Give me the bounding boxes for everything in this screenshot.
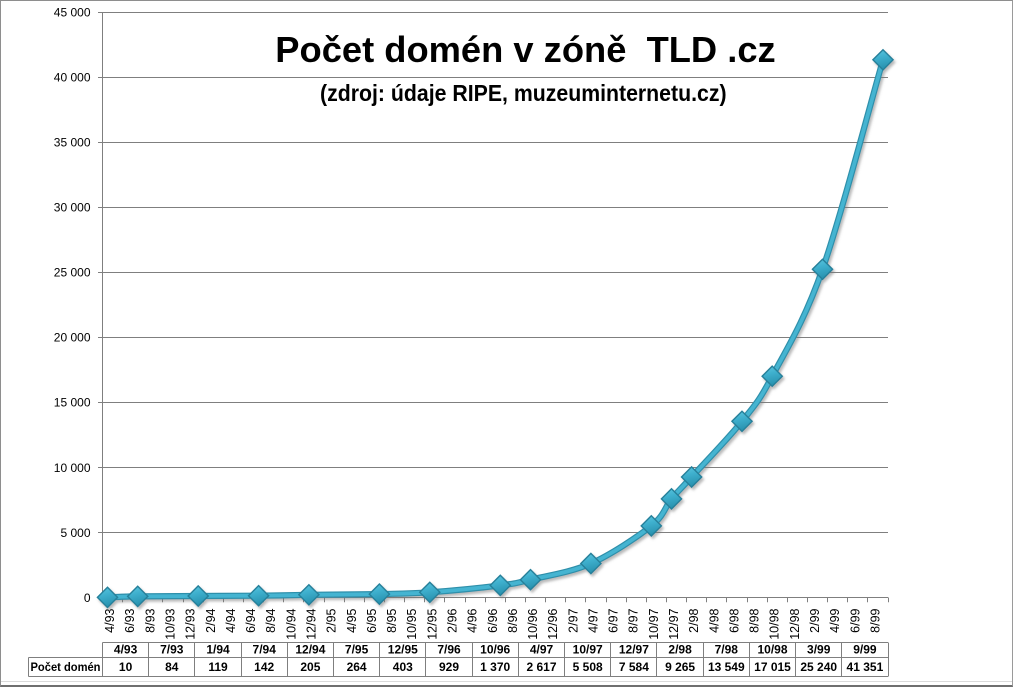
svg-text:2/99: 2/99 (808, 608, 822, 632)
svg-text:6/96: 6/96 (486, 608, 500, 632)
svg-text:10/96: 10/96 (526, 608, 540, 639)
svg-text:9 265: 9 265 (665, 660, 695, 674)
svg-text:119: 119 (208, 660, 228, 674)
svg-text:12/93: 12/93 (184, 608, 198, 639)
svg-text:3/99: 3/99 (807, 643, 831, 657)
svg-text:10/97: 10/97 (647, 608, 661, 639)
svg-text:9/99: 9/99 (853, 643, 877, 657)
svg-text:929: 929 (439, 660, 459, 674)
svg-text:4/99: 4/99 (828, 608, 842, 632)
svg-text:84: 84 (165, 660, 179, 674)
svg-text:4/96: 4/96 (466, 608, 480, 632)
svg-text:7/96: 7/96 (437, 643, 461, 657)
svg-text:15 000: 15 000 (54, 396, 91, 410)
svg-text:7/98: 7/98 (715, 643, 739, 657)
svg-text:1 370: 1 370 (480, 660, 510, 674)
svg-text:6/98: 6/98 (727, 608, 741, 632)
svg-text:0: 0 (84, 591, 91, 605)
svg-text:41 351: 41 351 (847, 660, 884, 674)
svg-text:12/95: 12/95 (425, 608, 439, 639)
svg-text:12/98: 12/98 (788, 608, 802, 639)
svg-text:Počet domén: Počet domén (31, 660, 101, 674)
svg-text:13 549: 13 549 (708, 660, 745, 674)
svg-text:10/97: 10/97 (573, 643, 603, 657)
svg-text:Počet domén v zóně TLD .cz: Počet domén v zóně TLD .cz (275, 29, 775, 70)
svg-text:8/95: 8/95 (385, 608, 399, 632)
svg-text:40 000: 40 000 (54, 71, 91, 85)
svg-text:2/96: 2/96 (446, 608, 460, 632)
svg-text:8/99: 8/99 (868, 608, 882, 632)
svg-text:10 000: 10 000 (54, 461, 91, 475)
svg-text:4/97: 4/97 (587, 608, 601, 632)
svg-text:7/93: 7/93 (160, 643, 184, 657)
svg-text:8/94: 8/94 (264, 608, 278, 632)
svg-text:20 000: 20 000 (54, 331, 91, 345)
svg-text:8/93: 8/93 (143, 608, 157, 632)
svg-text:12/97: 12/97 (667, 608, 681, 639)
svg-text:7/94: 7/94 (253, 643, 277, 657)
svg-text:142: 142 (254, 660, 274, 674)
svg-text:2/98: 2/98 (668, 643, 692, 657)
svg-text:10: 10 (119, 660, 133, 674)
svg-text:5 508: 5 508 (573, 660, 603, 674)
svg-text:10/94: 10/94 (284, 608, 298, 639)
svg-text:7 584: 7 584 (619, 660, 649, 674)
svg-text:6/99: 6/99 (848, 608, 862, 632)
svg-text:7/95: 7/95 (345, 643, 369, 657)
svg-text:4/93: 4/93 (114, 643, 138, 657)
svg-text:10/98: 10/98 (757, 643, 787, 657)
svg-text:6/94: 6/94 (244, 608, 258, 632)
svg-text:(zdroj: údaje RIPE, muzeuminte: (zdroj: údaje RIPE, muzeuminternetu.cz) (320, 80, 727, 106)
svg-text:30 000: 30 000 (54, 201, 91, 215)
svg-text:25 000: 25 000 (54, 266, 91, 280)
svg-text:10/96: 10/96 (480, 643, 510, 657)
svg-text:17 015: 17 015 (754, 660, 791, 674)
svg-text:45 000: 45 000 (54, 6, 91, 20)
svg-text:4/94: 4/94 (224, 608, 238, 632)
svg-text:6/97: 6/97 (607, 608, 621, 632)
svg-text:4/97: 4/97 (530, 643, 554, 657)
svg-text:2 617: 2 617 (526, 660, 556, 674)
svg-text:4/95: 4/95 (345, 608, 359, 632)
svg-text:10/93: 10/93 (164, 608, 178, 639)
svg-text:12/96: 12/96 (546, 608, 560, 639)
svg-text:2/94: 2/94 (204, 608, 218, 632)
svg-text:12/94: 12/94 (295, 643, 325, 657)
svg-text:2/97: 2/97 (566, 608, 580, 632)
svg-text:264: 264 (347, 660, 367, 674)
svg-text:35 000: 35 000 (54, 136, 91, 150)
svg-text:10/95: 10/95 (405, 608, 419, 639)
svg-text:403: 403 (393, 660, 413, 674)
svg-text:5 000: 5 000 (60, 526, 90, 540)
svg-text:12/95: 12/95 (388, 643, 418, 657)
svg-text:12/94: 12/94 (305, 608, 319, 639)
svg-text:10/98: 10/98 (768, 608, 782, 639)
svg-text:8/97: 8/97 (627, 608, 641, 632)
svg-text:6/93: 6/93 (123, 608, 137, 632)
svg-text:12/97: 12/97 (619, 643, 649, 657)
svg-text:2/95: 2/95 (325, 608, 339, 632)
svg-text:205: 205 (300, 660, 320, 674)
svg-text:6/95: 6/95 (365, 608, 379, 632)
svg-text:25 240: 25 240 (800, 660, 837, 674)
svg-text:4/98: 4/98 (707, 608, 721, 632)
svg-text:1/94: 1/94 (206, 643, 230, 657)
svg-text:2/98: 2/98 (687, 608, 701, 632)
svg-text:4/93: 4/93 (103, 608, 117, 632)
svg-text:8/96: 8/96 (506, 608, 520, 632)
svg-text:8/98: 8/98 (748, 608, 762, 632)
